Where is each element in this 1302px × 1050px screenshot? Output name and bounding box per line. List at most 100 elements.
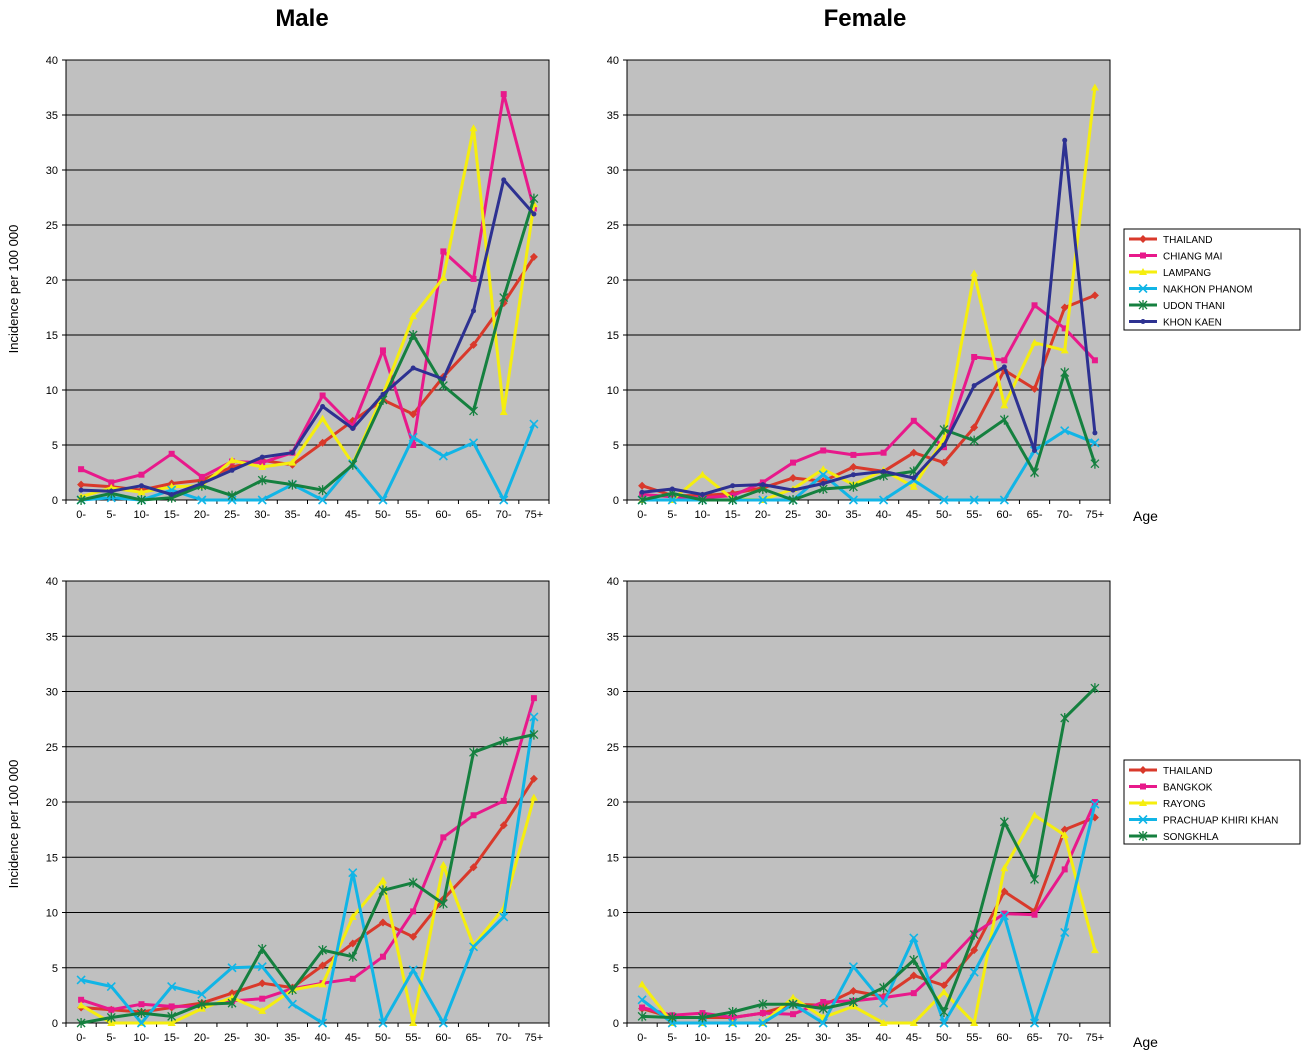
- data-point: [818, 1003, 828, 1014]
- x-tick-label: 70-: [1057, 1032, 1073, 1044]
- data-point: [969, 435, 979, 446]
- data-point: [698, 470, 707, 478]
- data-point: [1031, 911, 1038, 918]
- x-tick-label: 65-: [466, 509, 482, 521]
- series-line: [642, 87, 1097, 502]
- data-point: [1001, 910, 1008, 917]
- x-tick-label: 35-: [284, 509, 300, 521]
- data-point: [939, 495, 949, 505]
- x-tick-label: 75+: [525, 1032, 544, 1044]
- x-tick-label: 35-: [284, 1032, 300, 1044]
- data-point: [349, 975, 356, 982]
- data-point: [501, 177, 507, 183]
- data-point: [499, 408, 508, 415]
- data-point: [378, 495, 388, 505]
- legend-marker: [1138, 831, 1148, 841]
- x-tick-label: 20-: [194, 509, 210, 521]
- data-point: [319, 392, 326, 399]
- x-tick-label: 30-: [815, 509, 831, 521]
- data-point: [728, 1018, 738, 1028]
- data-point: [788, 999, 798, 1010]
- data-point: [197, 495, 207, 505]
- data-point: [1090, 799, 1100, 809]
- data-point: [108, 479, 115, 486]
- y-tick-label: 25: [46, 220, 58, 232]
- data-point: [1001, 357, 1008, 364]
- x-tick-label: 40-: [876, 1032, 892, 1044]
- data-point: [529, 193, 539, 204]
- data-point: [77, 1001, 86, 1009]
- legend-label: LAMPANG: [1163, 268, 1211, 279]
- data-point: [468, 942, 479, 952]
- data-point: [1060, 713, 1070, 724]
- y-axis-label-bottom: Incidence per 100 000: [6, 760, 21, 889]
- data-point: [1031, 302, 1038, 309]
- y-tick-label: 35: [607, 631, 619, 643]
- data-point: [408, 877, 418, 888]
- data-point: [970, 269, 979, 277]
- data-point: [1030, 874, 1039, 885]
- data-point: [759, 1010, 766, 1017]
- y-tick-label: 10: [607, 908, 619, 920]
- series-line: [641, 138, 1097, 496]
- column-title-female: Female: [824, 5, 907, 32]
- data-point: [639, 489, 645, 495]
- x-tick-label: 0-: [637, 509, 647, 521]
- data-point: [500, 91, 507, 98]
- data-point: [909, 1019, 918, 1026]
- data-point: [197, 989, 207, 999]
- y-tick-label: 40: [46, 55, 58, 67]
- x-tick-label: 20-: [194, 1032, 210, 1044]
- data-point: [228, 989, 237, 998]
- data-point: [529, 419, 539, 429]
- data-point: [167, 1011, 177, 1022]
- x-tick-label: 65-: [1027, 509, 1043, 521]
- data-point: [318, 485, 328, 496]
- legend-item: CHIANG MAI: [1129, 252, 1222, 263]
- y-tick-label: 40: [607, 576, 619, 588]
- x-tick-label: 5-: [667, 1032, 677, 1044]
- data-point: [227, 490, 237, 501]
- data-point: [1060, 825, 1069, 834]
- data-point: [699, 492, 705, 497]
- y-tick-label: 30: [607, 165, 619, 177]
- data-point: [940, 962, 947, 969]
- data-point: [440, 248, 447, 255]
- y-tick-label: 30: [46, 687, 58, 699]
- data-point: [638, 980, 647, 988]
- legend-marker: [1139, 235, 1147, 243]
- data-point: [229, 467, 235, 473]
- data-point: [788, 495, 798, 505]
- data-point: [199, 481, 205, 486]
- series-line: [80, 777, 536, 1014]
- data-point: [970, 1019, 979, 1026]
- series-line: [641, 303, 1096, 500]
- data-point: [138, 1001, 145, 1008]
- legend-label: THAILAND: [1163, 766, 1212, 777]
- data-point: [1090, 438, 1100, 448]
- data-point: [318, 414, 327, 422]
- data-point: [909, 971, 918, 980]
- x-tick-label: 70-: [496, 509, 512, 521]
- data-point: [287, 999, 297, 1009]
- data-point: [790, 487, 796, 493]
- data-point: [969, 495, 979, 505]
- x-tick-label: 10-: [695, 1032, 711, 1044]
- data-point: [469, 405, 478, 416]
- data-point: [318, 945, 328, 956]
- data-point: [848, 962, 858, 972]
- data-point: [1090, 683, 1100, 694]
- data-point: [138, 483, 144, 489]
- x-tick-label: 25-: [785, 1032, 801, 1044]
- data-point: [468, 438, 479, 448]
- data-point: [499, 292, 509, 303]
- y-tick-label: 15: [46, 852, 58, 864]
- data-point: [939, 988, 948, 996]
- data-point: [410, 442, 417, 448]
- legend-marker: [1138, 814, 1148, 825]
- series-khon-kaen: [78, 177, 537, 497]
- data-point: [348, 459, 358, 470]
- data-point: [939, 458, 948, 467]
- data-point: [730, 483, 736, 489]
- data-point: [409, 312, 418, 320]
